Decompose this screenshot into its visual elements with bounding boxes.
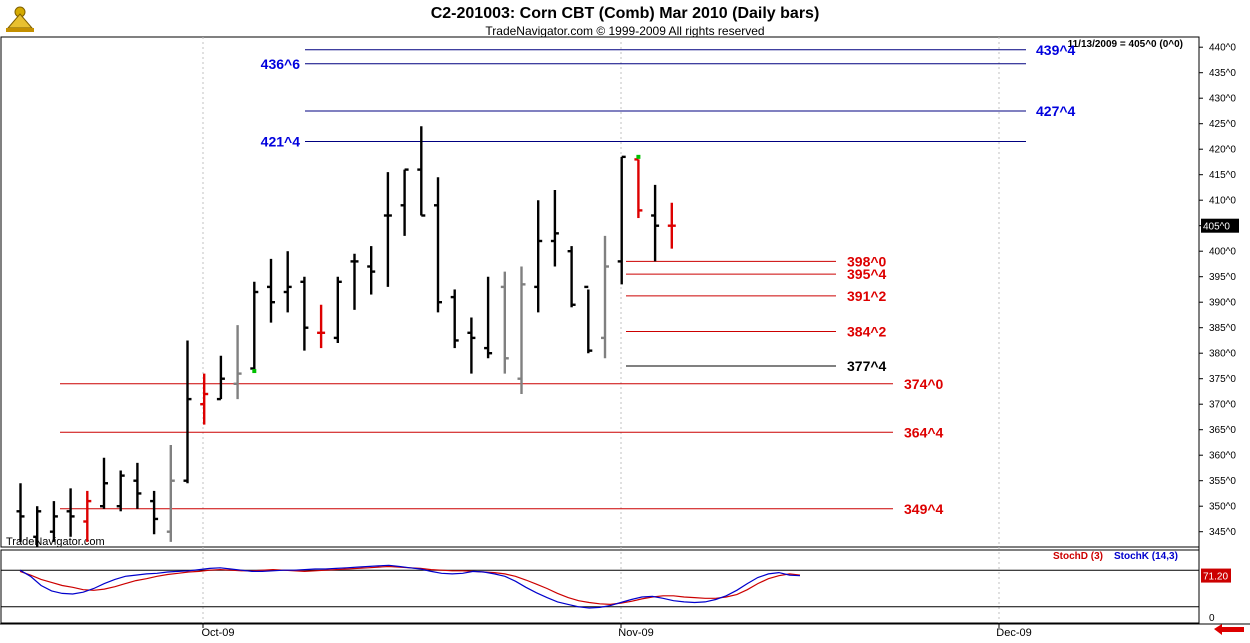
ohlc-bar: [484, 276, 493, 359]
date-axis: Oct-09 Nov-09 Dec-09: [201, 624, 1032, 639]
trade-navigator-logo[interactable]: [2, 2, 40, 36]
y-tick-label: 435^0: [1209, 68, 1236, 79]
last-price-label: 405^0: [1203, 222, 1230, 233]
level-label: 436^6: [261, 56, 301, 72]
level-label: 364^4: [904, 424, 944, 440]
ohlc-bar: [534, 200, 543, 313]
ohlc-bar: [300, 276, 309, 351]
ohlc-bar: [617, 155, 626, 285]
level-label: 421^4: [261, 134, 301, 150]
level-label: 349^4: [904, 501, 944, 517]
price-axis: 345^0 350^0 355^0 360^0 365^0 370^0 375^0 380^0…: [1199, 43, 1239, 538]
chart-title: C2-201003: Corn CBT (Comb) Mar 2010 (Dai…: [431, 5, 820, 22]
ohlc-bar: [333, 276, 342, 343]
ohlc-bar: [33, 506, 42, 547]
stoch-zero-label: 0: [1209, 613, 1215, 624]
y-tick-label: 415^0: [1209, 170, 1236, 181]
ohlc-bar: [467, 317, 476, 374]
ohlc-bar: [383, 172, 392, 287]
ohlc-bar: [133, 462, 142, 509]
y-tick-label: 365^0: [1209, 425, 1236, 436]
ohlc-bar: [400, 168, 409, 236]
green-marker: [636, 154, 641, 159]
ohlc-bar: [116, 470, 125, 512]
ohlc-bar: [517, 266, 526, 394]
x-tick-label: Dec-09: [996, 627, 1031, 639]
ohlc-bar: [634, 158, 643, 219]
level-label: 439^4: [1036, 42, 1076, 58]
level-label: 374^0: [904, 376, 944, 392]
y-tick-label: 370^0: [1209, 400, 1236, 411]
ohlc-bar: [651, 184, 660, 262]
ohlc-bar: [350, 253, 359, 310]
x-tick-label: Oct-09: [201, 627, 234, 639]
ohlc-bar: [550, 190, 559, 267]
legend-stochd: StochD (3): [1053, 551, 1103, 562]
ohlc-bar: [183, 340, 192, 484]
ohlc-bar: [667, 202, 676, 249]
ohlc-bar: [83, 490, 92, 542]
ohlc-bar: [216, 355, 225, 401]
y-tick-label: 420^0: [1209, 145, 1236, 156]
ohlc-bar: [601, 235, 609, 359]
y-tick-label: 375^0: [1209, 374, 1236, 385]
level-label: 427^4: [1036, 103, 1076, 119]
ohlc-bar: [434, 177, 442, 313]
ohlc-bar: [500, 271, 509, 374]
watermark: TradeNavigator.com: [6, 536, 105, 548]
ohlc-bar: [417, 126, 426, 217]
ohlc-bar: [166, 445, 175, 542]
y-tick-label: 385^0: [1209, 323, 1236, 334]
scroll-left-arrow-icon[interactable]: [1214, 624, 1244, 635]
green-marker: [252, 369, 257, 374]
ohlc-bar: [250, 281, 259, 372]
last-price-marker: [1201, 218, 1239, 233]
y-tick-label: 350^0: [1209, 502, 1236, 513]
ohlc-bar: [283, 251, 292, 313]
x-tick-label: Nov-09: [618, 627, 653, 639]
ohlc-bar: [450, 289, 459, 349]
ohlc-bar: [49, 501, 58, 542]
y-tick-label: 355^0: [1209, 476, 1236, 487]
level-label: 384^2: [847, 324, 887, 340]
y-tick-label: 345^0: [1209, 527, 1236, 538]
legend-stochk: StochK (14,3): [1114, 551, 1178, 562]
y-tick-label: 380^0: [1209, 349, 1236, 360]
price-bars: [16, 126, 676, 547]
ohlc-bar: [150, 490, 159, 535]
stoch-value-marker: [1201, 568, 1231, 583]
last-info: 11/13/2009 = 405^0 (0^0): [1068, 39, 1183, 50]
ohlc-bar: [267, 258, 275, 323]
stoch-value-label: 71.20: [1203, 572, 1228, 583]
ohlc-bar: [367, 246, 376, 295]
ohlc-bar: [567, 246, 576, 308]
level-label: 398^0: [847, 253, 887, 269]
y-tick-label: 440^0: [1209, 43, 1236, 54]
y-tick-label: 410^0: [1209, 196, 1236, 207]
stoch-line: [19, 564, 801, 609]
y-tick-label: 425^0: [1209, 119, 1236, 130]
chart-subtitle: TradeNavigator.com © 1999-2009 All right…: [485, 24, 764, 38]
ohlc-bar: [100, 457, 108, 509]
ohlc-bar: [317, 304, 326, 349]
y-tick-label: 400^0: [1209, 247, 1236, 258]
stochastic-panel: StochD (3) StochK (14,3) 71.20 0: [1, 551, 1231, 624]
level-label: 395^4: [847, 266, 887, 282]
ohlc-bar: [233, 325, 242, 400]
y-tick-label: 390^0: [1209, 298, 1236, 309]
y-tick-label: 430^0: [1209, 94, 1236, 105]
level-label: 391^2: [847, 288, 887, 304]
ohlc-bar: [66, 488, 75, 537]
ohlc-bar: [200, 373, 209, 425]
level-label: 377^4: [847, 358, 887, 374]
ohlc-bar: [16, 483, 25, 542]
y-tick-label: 395^0: [1209, 272, 1236, 283]
ohlc-bar: [584, 285, 593, 354]
y-tick-label: 360^0: [1209, 451, 1236, 462]
